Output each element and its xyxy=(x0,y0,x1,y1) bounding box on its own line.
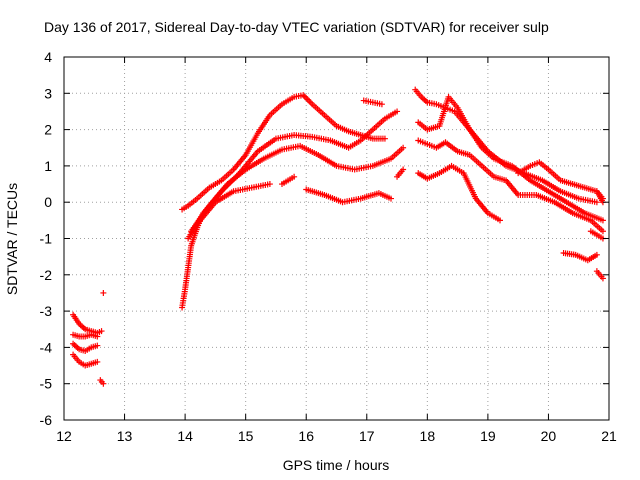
x-tick-label: 14 xyxy=(177,428,193,444)
data-point xyxy=(291,173,298,180)
y-tick-label: -3 xyxy=(40,303,53,319)
data-point xyxy=(98,328,105,335)
x-tick-label: 12 xyxy=(56,428,72,444)
x-axis-label: GPS time / hours xyxy=(283,457,390,473)
y-tick-label: -2 xyxy=(40,267,53,283)
data-point xyxy=(599,217,606,224)
x-tick-label: 19 xyxy=(480,428,496,444)
data-point xyxy=(378,101,385,108)
data-point xyxy=(266,181,273,188)
data-point xyxy=(400,166,407,173)
y-tick-label: 0 xyxy=(44,194,52,210)
y-tick-label: -4 xyxy=(40,339,53,355)
x-tick-label: 20 xyxy=(541,428,557,444)
data-point xyxy=(94,358,101,365)
x-tick-label: 17 xyxy=(359,428,375,444)
x-tick-label: 16 xyxy=(298,428,314,444)
y-tick-label: 1 xyxy=(44,158,52,174)
data-point xyxy=(593,251,600,258)
data-point xyxy=(599,275,606,282)
chart-title: Day 136 of 2017, Sidereal Day-to-day VTE… xyxy=(44,19,549,35)
grid-lines xyxy=(64,57,609,420)
data-point xyxy=(100,289,107,296)
data-point xyxy=(94,342,101,349)
data-point xyxy=(388,195,394,202)
data-point xyxy=(94,333,101,340)
y-tick-label: -1 xyxy=(40,231,53,247)
x-tick-label: 15 xyxy=(238,428,254,444)
data-point xyxy=(593,199,600,206)
data-markers xyxy=(70,86,606,387)
y-tick-label: 3 xyxy=(44,85,52,101)
y-tick-label: 4 xyxy=(44,49,52,65)
data-point xyxy=(100,380,107,387)
data-point xyxy=(400,144,407,151)
data-point xyxy=(497,217,503,224)
x-tick-label: 21 xyxy=(601,428,617,444)
data-point xyxy=(599,228,606,235)
y-axis-label: SDTVAR / TECUs xyxy=(4,183,20,295)
data-point xyxy=(599,195,606,202)
y-tick-label: 2 xyxy=(44,122,52,138)
x-tick-label: 18 xyxy=(420,428,436,444)
x-tick-label: 13 xyxy=(117,428,133,444)
y-tick-label: -6 xyxy=(40,412,53,428)
data-point xyxy=(394,108,401,115)
y-tick-label: -5 xyxy=(40,376,53,392)
data-point xyxy=(381,135,388,142)
